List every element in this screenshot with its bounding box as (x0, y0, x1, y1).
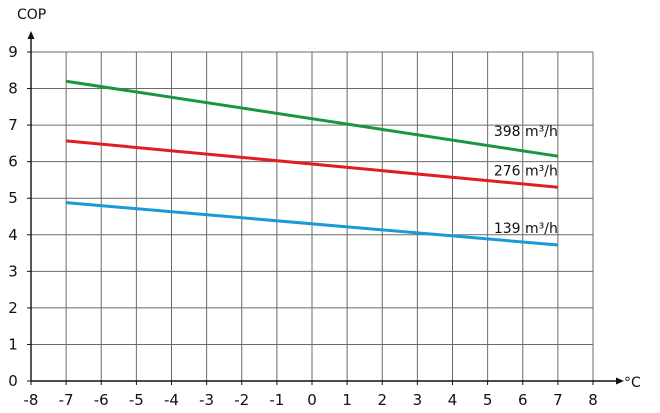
x-tick-label: 5 (483, 391, 493, 409)
x-tick-label: -1 (269, 391, 284, 409)
x-axis-title: °C (624, 375, 641, 391)
y-tick-label: 6 (8, 153, 18, 171)
x-tick-label: 1 (342, 391, 352, 409)
series-lines (65, 79, 559, 247)
series-line (65, 79, 559, 158)
axes (27, 31, 624, 385)
x-axis-arrow (616, 377, 624, 385)
x-tick-label: -6 (94, 391, 109, 409)
x-tick-label: 2 (377, 391, 387, 409)
series-line (65, 139, 559, 189)
y-tick-label: 5 (8, 189, 18, 207)
x-tick-label: -4 (164, 391, 179, 409)
x-tick-label: 4 (448, 391, 458, 409)
series-label: 276 m³/h (494, 163, 558, 179)
y-tick-label: 7 (8, 116, 18, 134)
y-tick-label: 2 (8, 299, 18, 317)
series-line (65, 201, 559, 247)
x-tick-label: -8 (24, 391, 39, 409)
grid (31, 51, 594, 381)
x-tick-label: 3 (413, 391, 423, 409)
y-tick-label: 4 (8, 226, 18, 244)
y-axis-title: COP (17, 7, 46, 23)
x-tick-label: -5 (129, 391, 144, 409)
x-tick-label: -3 (199, 391, 214, 409)
x-tick-label: 6 (518, 391, 528, 409)
x-tick-label: -7 (59, 391, 74, 409)
x-tick-label: 0 (307, 391, 317, 409)
series-label: 139 m³/h (494, 221, 558, 237)
series-labels: 398 m³/h 276 m³/h 139 m³/h (494, 124, 558, 237)
y-tick-label: 8 (8, 80, 18, 98)
y-tick-label: 9 (8, 43, 18, 61)
y-tick-label: 3 (8, 262, 18, 280)
y-tick-label: 0 (8, 372, 18, 390)
x-tick-label: 7 (553, 391, 563, 409)
y-axis-arrow (27, 31, 35, 39)
tick-labels: -8 -7 -6 -5 -4 -3 -2 -1 0 1 2 3 4 5 6 7 8 0 1 2 3 4 5 6 7 8 9 (8, 43, 598, 409)
x-tick-label: -2 (234, 391, 249, 409)
series-label: 398 m³/h (494, 124, 558, 140)
y-tick-label: 1 (8, 335, 18, 353)
x-tick-label: 8 (588, 391, 598, 409)
